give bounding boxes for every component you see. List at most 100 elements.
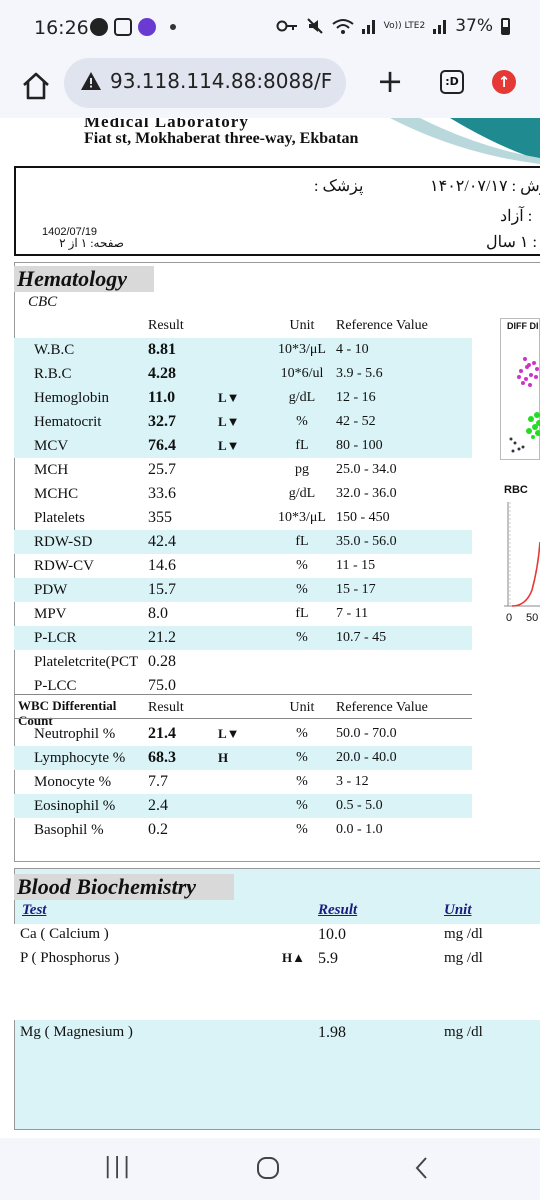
signal-icon-2 [433,20,447,34]
test-unit: 10*3/μL [278,342,326,357]
unit-header: Unit [289,700,315,715]
bio-flag-phosphorus: H▲ [282,950,305,965]
unit-header: Unit [444,902,472,918]
reference-value: 20.0 - 40.0 [336,750,397,765]
divider [14,694,472,695]
test-name: MCH [34,462,69,478]
test-name: Eosinophil % [34,798,116,814]
test-result: 8.81 [148,341,176,358]
test-unit: % [296,630,308,645]
signal-icon [361,20,375,34]
home-nav-icon[interactable] [256,1156,280,1180]
test-result: 21.4 [148,725,176,742]
page-date: 1402/07/19 [42,226,98,238]
lab-address: Fiat st, Mokhaberat three-way, Ekbatan [84,130,359,147]
test-name: MPV [34,606,67,622]
test-result: 7.7 [148,773,168,790]
test-name: R.B.C [34,366,72,382]
test-result: 0.2 [148,821,168,838]
recents-button[interactable]: ||| [104,1154,133,1179]
test-result: 0.28 [148,653,176,670]
unit-header: Unit [289,318,315,333]
reference-value: 10.7 - 45 [336,630,387,645]
result-flag: L▼ [218,438,240,453]
reference-value: 15 - 17 [336,582,376,597]
battery-icon [501,17,510,35]
table-row: Platelets 355 10*3/μL 150 - 450 [14,506,472,530]
warning-icon[interactable] [80,70,102,92]
bio-result-magnesium: 1.98 [318,1024,346,1041]
test-result: 15.7 [148,581,176,598]
mute-icon [306,18,323,34]
update-arrow-icon[interactable]: ↑ [492,70,516,94]
reference-value: 12 - 16 [336,390,376,405]
address-bar[interactable]: 93.118.114.88:8088/F [64,58,346,108]
diff-label: DIFF DI [507,321,539,331]
test-unit: % [296,558,308,573]
test-result: 21.2 [148,629,176,646]
insurance-label: : آزاد [500,208,533,225]
table-row: Plateletcrite(PCT 0.28 [14,650,472,674]
status-right: Vo)) LTE2 37% [276,16,510,36]
test-name: Hematocrit [34,414,102,430]
table-row: MPV 8.0 fL 7 - 11 [14,602,472,626]
hematology-panel [14,262,540,862]
table-row: Neutrophil % 21.4 L▼% 50.0 - 70.0 [14,722,472,746]
wbc-header-row: Result Unit Reference Value [14,696,472,720]
cbc-header-row: Result Unit Reference Value [14,314,472,338]
result-flag: H [218,750,229,765]
bio-unit-magnesium: mg /dl [444,1024,483,1040]
url-text[interactable]: 93.118.114.88:8088/F [110,69,333,93]
test-result: 68.3 [148,749,176,766]
test-unit: % [296,726,308,741]
app-notification-icon [138,18,156,36]
status-time: 16:26 [34,17,89,39]
test-name: MCV [34,438,69,454]
test-name: Neutrophil % [34,726,116,742]
bio-unit-calcium: mg /dl [444,926,483,942]
result-header: Result [318,902,358,918]
result-header: Result [148,700,184,715]
header-decoration [390,118,540,164]
table-row: Monocyte % 7.7% 3 - 12 [14,770,472,794]
reference-value: 80 - 100 [336,438,383,453]
biochemistry-title: Blood Biochemistry [14,874,234,900]
test-name: W.B.C [34,342,75,358]
home-icon[interactable] [18,68,54,104]
test-name: Monocyte % [34,774,112,790]
reference-header: Reference Value [336,700,428,715]
table-row: MCHC 33.6 g/dL 32.0 - 36.0 [14,482,472,506]
wifi-icon [332,19,354,34]
table-row: Basophil % 0.2% 0.0 - 1.0 [14,818,472,842]
test-name: Hemoglobin [34,390,109,406]
rbc-histogram [504,502,540,607]
table-row: Hemoglobin 11.0 L▼ g/dL 12 - 16 [14,386,472,410]
report-page: Medical Laboratory Fiat st, Mokhaberat t… [0,118,540,1138]
test-result: 14.6 [148,557,176,574]
result-flag: L▼ [218,414,240,429]
table-row: R.B.C 4.28 10*6/ul 3.9 - 5.6 [14,362,472,386]
tab-switcher-button[interactable]: :D [440,70,464,94]
test-unit: % [296,414,308,429]
table-row: P-LCC 75.0 [14,674,472,698]
bio-test-phosphorus: P ( Phosphorus ) [20,950,120,966]
reference-value: 4 - 10 [336,342,369,357]
notification-icons [90,18,176,36]
bio-unit-phosphorus: mg /dl [444,950,483,966]
test-unit: fL [295,438,309,453]
doctor-label: پزشک : [314,178,364,195]
test-unit: % [296,582,308,597]
table-row: RDW-SD 42.4 fL 35.0 - 56.0 [14,530,472,554]
age-label: : ۱ سال [486,234,537,251]
diff-scatter-plot [509,357,540,453]
new-tab-plus-icon[interactable]: + [376,62,404,100]
reference-value: 0.0 - 1.0 [336,822,383,837]
test-unit: pg [295,462,309,477]
rbc-histogram-label: RBC [504,484,528,496]
battery-percent: 37% [455,16,493,36]
table-row: PDW 15.7% 15 - 17 [14,578,472,602]
reference-value: 0.5 - 5.0 [336,798,383,813]
test-result: 32.7 [148,413,176,430]
back-nav-icon[interactable] [412,1156,432,1180]
test-unit: 10*3/μL [278,510,326,525]
